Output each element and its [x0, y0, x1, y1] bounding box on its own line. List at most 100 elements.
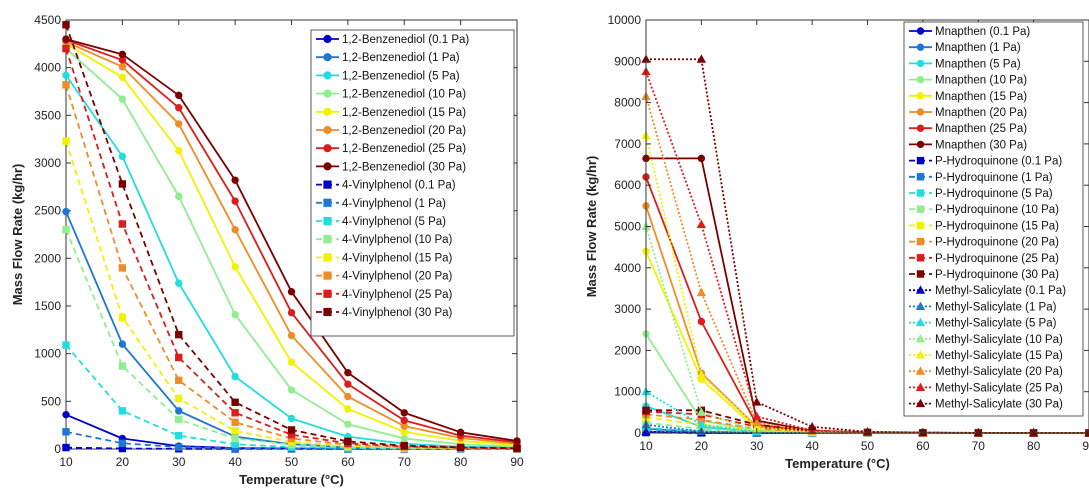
left-data-point	[344, 420, 352, 428]
left-data-point	[118, 152, 127, 161]
right-legend-marker	[915, 333, 926, 343]
right-legend-marker	[916, 92, 925, 100]
right-legend-marker	[916, 75, 925, 84]
right-legend: Mnapthen (0.1 Pa) Mnapthen (1 Pa) Mnapthen…	[903, 21, 1084, 417]
right-legend-entry: Methyl-Salicylate (15 Pa)	[935, 350, 1063, 362]
left-legend-entry: 1,2-Benzenediol (0.1 Pa)	[342, 34, 469, 46]
left-data-point	[344, 392, 352, 401]
right-legend-marker	[916, 108, 925, 116]
left-data-point	[62, 341, 70, 349]
left-data-point	[175, 120, 183, 128]
left-data-point	[344, 437, 352, 446]
left-legend-entry: 4-Vinylphenol (5 Pa)	[342, 216, 446, 228]
left-data-point	[62, 21, 70, 29]
left-ytick-label: 2500	[34, 204, 61, 218]
left-data-point	[400, 416, 408, 425]
right-legend-entry: Mnapthen (30 Pa)	[935, 139, 1027, 151]
left-ytick-label: 1500	[34, 299, 61, 313]
left-ytick-label: 3000	[34, 156, 61, 170]
right-legend-marker	[915, 398, 926, 408]
left-data-point	[118, 73, 127, 81]
right-xtick-label: 50	[861, 439, 875, 453]
left-yaxis-label: Mass Flow Rate (kg/hr)	[10, 164, 25, 306]
right-legend-entry: Methyl-Salicylate (20 Pa)	[935, 366, 1063, 378]
right-ytick-label: 2000	[614, 343, 641, 357]
right-legend-marker	[916, 124, 925, 132]
right-legend-entry: Mnapthen (10 Pa)	[935, 75, 1027, 87]
left-data-point	[231, 372, 239, 381]
right-xtick-label: 70	[972, 439, 986, 453]
left-data-point	[287, 331, 296, 340]
right-ytick-label: 9000	[614, 54, 641, 68]
left-xtick-label: 70	[398, 455, 412, 469]
right-ytick-label: 7000	[614, 137, 641, 151]
left-legend-marker	[323, 107, 332, 116]
right-legend-marker	[916, 59, 925, 68]
right-legend-marker	[916, 43, 925, 51]
right-ytick-label: 3000	[614, 302, 641, 316]
left-data-point	[344, 369, 352, 377]
right-xtick-label: 30	[750, 439, 764, 453]
right-legend-entry: Mnapthen (15 Pa)	[935, 91, 1027, 103]
left-data-point	[344, 405, 352, 413]
left-data-point	[287, 426, 296, 434]
left-data-point	[400, 434, 408, 443]
right-ytick-label: 10000	[608, 13, 642, 27]
left-legend-entry: 1,2-Benzenediol (1 Pa)	[342, 52, 460, 64]
right-xtick-label: 40	[805, 439, 819, 453]
right-ytick-label: 0	[634, 426, 641, 440]
right-xtick-label: 60	[916, 439, 930, 453]
left-legend-marker	[323, 289, 332, 298]
left-data-point	[175, 353, 183, 362]
right-legend-entry: Methyl-Salicylate (25 Pa)	[935, 382, 1063, 394]
left-data-point	[118, 407, 127, 415]
left-data-point	[400, 441, 408, 450]
left-data-point	[231, 427, 239, 435]
right-legend-marker	[915, 350, 926, 359]
left-data-point	[62, 226, 70, 234]
left-legend-entry: 1,2-Benzenediol (10 Pa)	[342, 89, 466, 101]
right-legend-entry: P-Hydroquinone (1 Pa)	[935, 172, 1053, 184]
left-legend-marker	[323, 253, 332, 262]
right-legend-entry: P-Hydroquinone (10 Pa)	[935, 204, 1059, 216]
left-data-point	[62, 207, 70, 216]
right-legend-entry: Methyl-Salicylate (5 Pa)	[935, 318, 1057, 330]
left-data-point	[175, 192, 183, 201]
right-series-line	[645, 226, 1089, 434]
left-data-point	[118, 95, 127, 103]
right-xtick-label: 20	[695, 439, 709, 453]
left-legend-marker	[323, 89, 332, 98]
left-data-point	[287, 386, 296, 394]
left-data-point	[175, 394, 183, 403]
right-ytick-label: 1000	[614, 385, 641, 399]
left-data-point	[62, 410, 70, 419]
right-legend-entry: Mnapthen (0.1 Pa)	[935, 26, 1030, 38]
left-ytick-label: 2000	[34, 251, 61, 265]
left-data-point	[287, 288, 296, 296]
right-data-point	[697, 317, 706, 326]
left-xtick-label: 20	[116, 455, 130, 469]
right-legend-entry: Methyl-Salicylate (30 Pa)	[935, 399, 1063, 411]
left-legend-marker	[323, 162, 332, 171]
left-legend-marker	[323, 53, 332, 62]
left-data-point	[231, 398, 239, 406]
left-legend-entry: 1,2-Benzenediol (30 Pa)	[342, 161, 466, 173]
left-data-point	[175, 104, 183, 112]
right-legend-marker	[915, 382, 926, 391]
right-legend-marker	[915, 301, 926, 310]
left-legend-box	[310, 29, 515, 337]
left-chart: 0 500 1000 1500 2000 2500 3000 3500 4000 4500 10 20…	[10, 13, 524, 487]
right-legend-entry: Mnapthen (1 Pa)	[935, 42, 1021, 54]
left-legend-entry: 1,2-Benzenediol (20 Pa)	[342, 125, 466, 137]
right-ytick-label: 5000	[614, 220, 641, 234]
right-chart: 0 1000 2000 3000 4000 5000 6000 7000 8000 9000 100…	[584, 13, 1089, 471]
left-data-point	[513, 444, 521, 452]
left-data-point	[175, 431, 183, 440]
left-xtick-label: 40	[228, 455, 242, 469]
left-data-point	[175, 330, 183, 339]
left-legend-marker	[323, 144, 332, 153]
right-legend-marker	[915, 366, 926, 375]
left-legend-marker	[323, 180, 332, 189]
right-legend-marker	[915, 285, 926, 294]
left-legend-entry: 4-Vinylphenol (10 Pa)	[342, 234, 453, 246]
